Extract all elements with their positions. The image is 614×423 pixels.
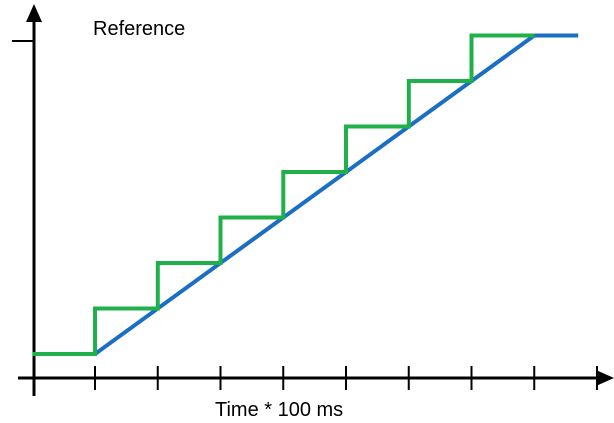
y-axis-label: Reference xyxy=(93,18,186,40)
x-axis-arrowhead xyxy=(596,370,614,386)
ramp-series-line xyxy=(93,33,579,356)
y-axis-arrowhead xyxy=(26,4,42,22)
x-axis-label: Time * 100 ms xyxy=(215,399,344,421)
staircase-series-line xyxy=(32,33,535,356)
x-ticks xyxy=(94,366,598,390)
